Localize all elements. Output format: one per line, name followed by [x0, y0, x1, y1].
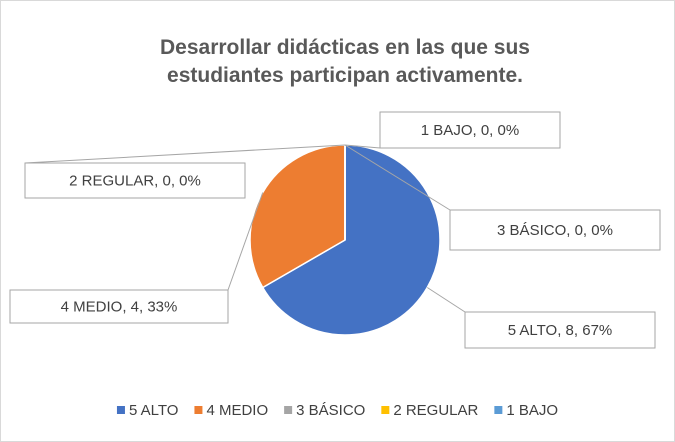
- legend-label: 1 BAJO: [506, 402, 558, 419]
- data-label: 1 BAJO, 0, 0%: [421, 122, 519, 139]
- legend-label: 4 MEDIO: [206, 402, 268, 419]
- data-label: 5 ALTO, 8, 67%: [508, 322, 613, 339]
- leader-line: [344, 144, 451, 211]
- leader-line: [24, 144, 346, 164]
- pie-slice: [261, 144, 441, 336]
- legend-label: 5 ALTO: [129, 402, 178, 419]
- data-label: 2 REGULAR, 0, 0%: [69, 172, 201, 189]
- legend-swatch: [194, 406, 203, 414]
- legend-swatch: [284, 406, 293, 414]
- data-label-box: [379, 111, 561, 149]
- legend-label: 2 REGULAR: [393, 402, 478, 419]
- legend-swatch: [494, 406, 503, 414]
- legend-swatch: [381, 406, 390, 414]
- leader-line: [227, 192, 264, 291]
- data-label: 4 MEDIO, 4, 33%: [61, 298, 178, 315]
- legend-swatch: [116, 406, 125, 414]
- data-label-box: [464, 311, 656, 349]
- data-label-box: [449, 209, 661, 251]
- chart-title: Desarrollar didácticas en las que sus es…: [159, 36, 530, 87]
- data-label-box: [9, 289, 229, 324]
- data-label-box: [24, 162, 246, 199]
- leader-line: [344, 144, 381, 149]
- legend-label: 3 BÁSICO: [296, 402, 365, 419]
- leader-line: [427, 287, 466, 313]
- data-label: 3 BÁSICO, 0, 0%: [497, 222, 613, 239]
